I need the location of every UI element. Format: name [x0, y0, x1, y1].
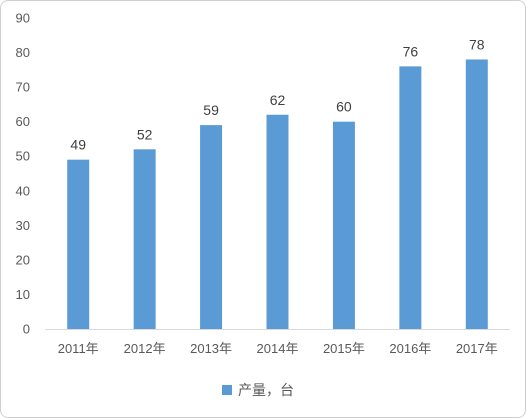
bar [200, 125, 223, 329]
data-label: 52 [137, 126, 153, 142]
x-tick-label: 2017年 [456, 341, 498, 356]
bar [266, 114, 289, 329]
x-tick-label: 2015年 [323, 341, 365, 356]
y-axis-ticks: 0 10 20 30 40 50 60 70 80 90 [16, 11, 30, 337]
x-tick-label: 2012年 [124, 341, 166, 356]
y-tick-label: 30 [16, 218, 30, 233]
y-tick-label: 90 [16, 11, 30, 26]
bars [67, 59, 488, 330]
y-tick-label: 70 [16, 80, 30, 95]
y-tick-label: 0 [23, 322, 30, 337]
y-tick-label: 60 [16, 114, 30, 129]
legend: 产量，台 [222, 382, 294, 398]
y-tick-label: 50 [16, 149, 30, 164]
y-tick-label: 20 [16, 252, 30, 267]
data-label: 49 [70, 137, 86, 153]
bar [133, 149, 156, 329]
x-tick-label: 2013年 [190, 341, 232, 356]
x-tick-label: 2011年 [58, 341, 99, 356]
data-label: 59 [203, 102, 219, 118]
y-tick-label: 80 [16, 45, 30, 60]
x-tick-label: 2016年 [389, 341, 431, 356]
y-tick-label: 40 [16, 183, 30, 198]
data-label: 60 [336, 99, 352, 115]
data-label: 62 [270, 92, 286, 108]
bar [399, 66, 422, 329]
bar [465, 59, 488, 329]
legend-label: 产量，台 [238, 382, 294, 398]
bar [332, 121, 355, 330]
y-tick-label: 10 [16, 287, 30, 302]
bar [67, 159, 90, 329]
x-axis-ticks: 2011年 2012年 2013年 2014年 2015年 2016年 2017年 [58, 341, 498, 356]
data-label: 78 [469, 36, 485, 52]
x-tick-label: 2014年 [257, 341, 299, 356]
data-label: 76 [403, 43, 419, 59]
legend-swatch [222, 385, 232, 395]
data-labels: 49 52 59 62 60 76 78 [70, 36, 484, 152]
